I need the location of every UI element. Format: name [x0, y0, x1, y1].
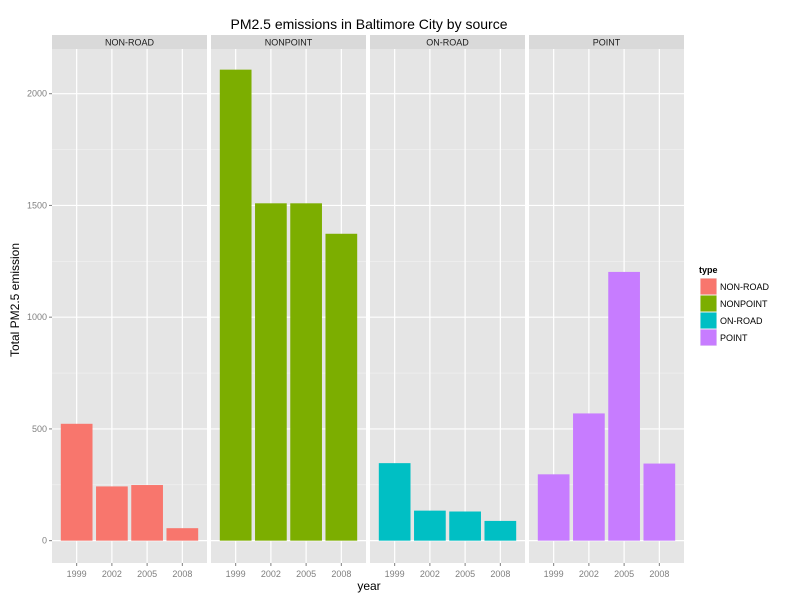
- x-tick-label: 2008: [649, 569, 669, 579]
- bar: [643, 463, 676, 541]
- facet-strip-label: POINT: [593, 38, 621, 48]
- x-tick-label: 2008: [172, 569, 192, 579]
- y-tick-label: 1000: [27, 312, 47, 322]
- bar: [290, 203, 322, 541]
- x-tick-label: 2008: [490, 569, 510, 579]
- legend-label: POINT: [720, 333, 748, 343]
- bar: [414, 510, 446, 541]
- y-axis: 0 500 1000 1500 2000: [27, 89, 52, 546]
- y-tick-label: 2000: [27, 89, 47, 99]
- bar: [60, 423, 93, 541]
- bar: [96, 486, 128, 541]
- legend: type NON-ROAD NONPOINT ON-ROAD POINT: [699, 265, 769, 346]
- bar: [537, 474, 570, 541]
- x-tick-label: 1999: [226, 569, 246, 579]
- chart-title: PM2.5 emissions in Baltimore City by sou…: [231, 16, 508, 32]
- facet-strip-label: ON-ROAD: [426, 38, 469, 48]
- bar: [573, 413, 605, 541]
- bar: [608, 271, 640, 541]
- bar: [166, 528, 199, 541]
- legend-title: type: [699, 265, 718, 275]
- legend-key: [700, 312, 717, 329]
- x-tick-label: 2008: [331, 569, 351, 579]
- x-tick-label: 1999: [67, 569, 87, 579]
- x-tick-label: 2002: [579, 569, 599, 579]
- x-tick-label: 1999: [544, 569, 564, 579]
- y-tick-label: 1500: [27, 200, 47, 210]
- x-tick-label: 2002: [261, 569, 281, 579]
- y-tick-label: 500: [32, 424, 47, 434]
- x-tick-label: 2005: [137, 569, 157, 579]
- x-axis-title: year: [357, 579, 380, 593]
- legend-label: ON-ROAD: [720, 316, 763, 326]
- bar: [378, 463, 411, 541]
- bar: [219, 69, 252, 541]
- facet-panel: ON-ROAD 1999 2002 2005 2008: [370, 35, 525, 579]
- legend-key: [700, 278, 717, 295]
- x-tick-label: 1999: [385, 569, 405, 579]
- bar: [484, 520, 517, 541]
- x-tick-label: 2005: [614, 569, 634, 579]
- x-tick-label: 2002: [420, 569, 440, 579]
- facet-strip: [529, 35, 684, 49]
- facet-panel: NON-ROAD 1999 2002 2005 2008: [52, 35, 207, 579]
- bar: [255, 203, 287, 541]
- x-tick-label: 2005: [296, 569, 316, 579]
- bar: [449, 511, 481, 541]
- facet-strip: [211, 35, 366, 49]
- facet-strip-label: NONPOINT: [265, 38, 313, 48]
- facet-strip: [370, 35, 525, 49]
- x-tick-label: 2005: [455, 569, 475, 579]
- bar: [131, 485, 163, 541]
- bar: [325, 233, 358, 541]
- y-axis-title: Total PM2.5 emission: [8, 243, 22, 357]
- facet-panel: NONPOINT 1999 2002 2005 2008: [211, 35, 366, 579]
- x-tick-label: 2002: [102, 569, 122, 579]
- facet-strip-label: NON-ROAD: [105, 38, 154, 48]
- legend-label: NON-ROAD: [720, 282, 769, 292]
- y-tick-label: 0: [42, 536, 47, 546]
- facet-panel: POINT 1999 2002 2005 2008: [529, 35, 684, 579]
- legend-key: [700, 295, 717, 312]
- legend-key: [700, 329, 717, 346]
- facet-panels: NON-ROAD 1999 2002 2005 2008 NONPOINT 1999 2002…: [52, 35, 684, 579]
- facet-strip: [52, 35, 207, 49]
- legend-label: NONPOINT: [720, 299, 768, 309]
